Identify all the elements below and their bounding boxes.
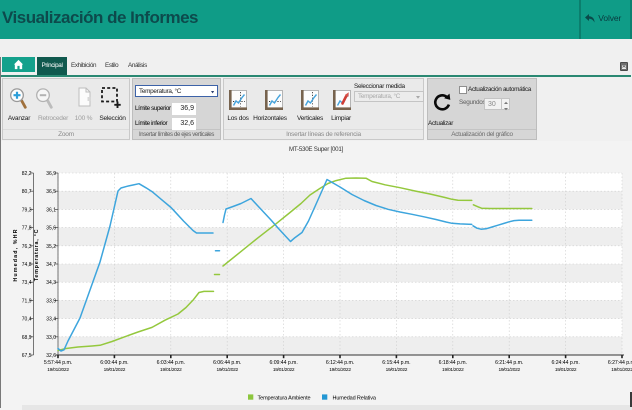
svg-text:73,4: 73,4 xyxy=(22,280,32,286)
svg-text:19/01/2022: 19/01/2022 xyxy=(216,367,238,373)
svg-text:76,3: 76,3 xyxy=(22,244,32,250)
svg-text:5:57:44 p.m.: 5:57:44 p.m. xyxy=(44,360,72,366)
svg-text:68,9: 68,9 xyxy=(22,335,32,341)
svg-text:19/01/2022: 19/01/2022 xyxy=(442,367,464,373)
svg-text:19/01/2022: 19/01/2022 xyxy=(160,367,182,373)
svg-text:77,8: 77,8 xyxy=(22,226,32,232)
svg-text:36,9: 36,9 xyxy=(46,171,56,177)
svg-text:19/01/2022: 19/01/2022 xyxy=(555,367,577,373)
svg-text:67,5: 67,5 xyxy=(22,353,32,359)
svg-text:Temperatura Ambiente: Temperatura Ambiente xyxy=(258,396,311,402)
svg-text:35,2: 35,2 xyxy=(46,244,56,250)
svg-text:35,6: 35,6 xyxy=(46,226,56,232)
svg-text:70,4: 70,4 xyxy=(22,317,32,323)
svg-text:80,7: 80,7 xyxy=(22,189,32,195)
svg-text:34,7: 34,7 xyxy=(46,262,56,268)
svg-text:36,1: 36,1 xyxy=(46,207,56,213)
svg-text:6:27:44 p.m.: 6:27:44 p.m. xyxy=(608,360,632,366)
svg-text:71,9: 71,9 xyxy=(22,298,32,304)
svg-text:33,4: 33,4 xyxy=(46,317,56,323)
svg-text:Humedad, %HR: Humedad, %HR xyxy=(13,228,19,281)
svg-text:6:03:44 p.m.: 6:03:44 p.m. xyxy=(157,360,185,366)
svg-text:79,3: 79,3 xyxy=(22,207,32,213)
svg-text:19/01/2022: 19/01/2022 xyxy=(386,367,408,373)
svg-text:6:24:44 p.m.: 6:24:44 p.m. xyxy=(551,360,579,366)
svg-text:74,8: 74,8 xyxy=(22,262,32,268)
svg-text:19/01/2022: 19/01/2022 xyxy=(611,367,632,373)
svg-text:Humedad Relativa: Humedad Relativa xyxy=(333,396,377,402)
svg-text:6:12:44 p.m.: 6:12:44 p.m. xyxy=(326,360,354,366)
svg-text:19/01/2022: 19/01/2022 xyxy=(47,367,69,373)
svg-text:19/01/2022: 19/01/2022 xyxy=(273,367,295,373)
svg-text:34,3: 34,3 xyxy=(46,280,56,286)
svg-text:19/01/2022: 19/01/2022 xyxy=(498,367,520,373)
svg-text:33,0: 33,0 xyxy=(46,335,56,341)
svg-text:19/01/2022: 19/01/2022 xyxy=(104,367,126,373)
svg-text:6:00:44 p.m.: 6:00:44 p.m. xyxy=(100,360,128,366)
svg-text:32,6: 32,6 xyxy=(46,353,56,359)
svg-text:82,2: 82,2 xyxy=(22,171,32,177)
svg-text:6:15:44 p.m.: 6:15:44 p.m. xyxy=(382,360,410,366)
svg-text:6:06:44 p.m.: 6:06:44 p.m. xyxy=(213,360,241,366)
svg-text:36,5: 36,5 xyxy=(46,189,56,195)
svg-text:33,9: 33,9 xyxy=(46,298,56,304)
svg-text:6:09:44 p.m.: 6:09:44 p.m. xyxy=(269,360,297,366)
svg-text:6:18:44 p.m.: 6:18:44 p.m. xyxy=(439,360,467,366)
svg-text:6:21:44 p.m.: 6:21:44 p.m. xyxy=(495,360,523,366)
svg-text:19/01/2022: 19/01/2022 xyxy=(329,367,351,373)
svg-text:Temperatura, °C: Temperatura, °C xyxy=(34,229,40,282)
